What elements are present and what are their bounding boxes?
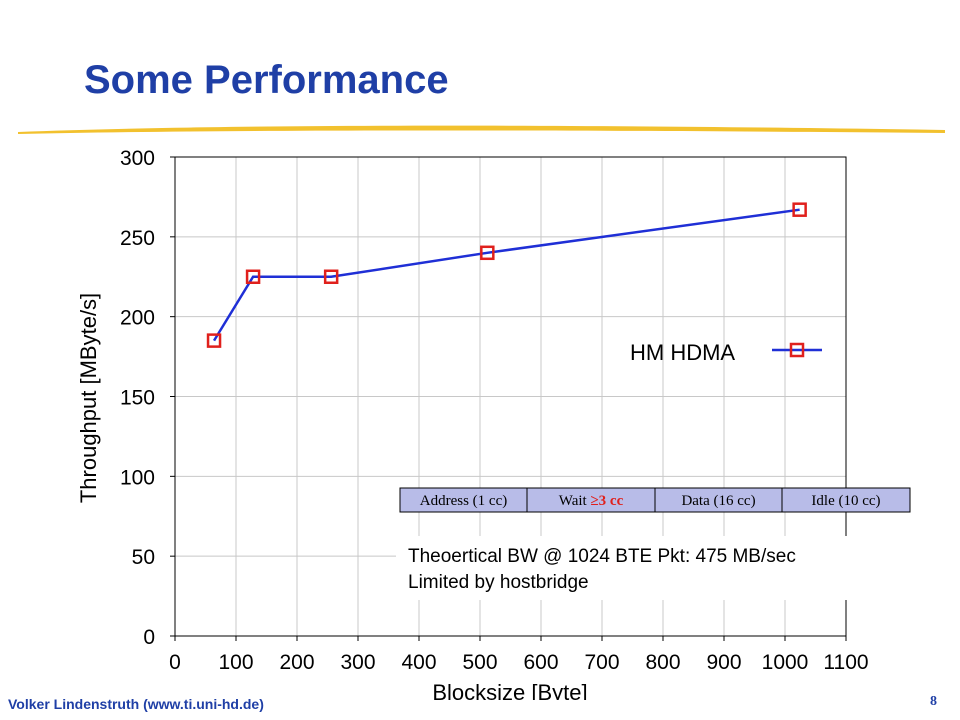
footer-author: Volker Lindenstruth (www.ti.uni-hd.de) [8,696,264,712]
annotation-box: Theoertical BW @ 1024 BTE Pkt: 475 MB/se… [396,536,856,600]
legend-label: HM HDMA [630,340,735,365]
series-line [212,208,800,342]
y-tick-label: 250 [120,227,155,250]
timing-segment-label: Idle (10 cc) [811,493,880,509]
y-tick-label: 150 [120,387,155,410]
y-tick-label: 300 [120,147,155,170]
x-tick-label: 600 [523,651,558,674]
data-point-marker [792,202,807,217]
plot-area-frame [174,156,847,637]
y-tick-label: 0 [143,626,155,649]
throughput-chart: 0 100 200 300 400 500 600 700 800 900 1000 1100 0 50 1… [76,147,911,700]
x-tick-label: 0 [169,651,181,674]
timing-segment [526,487,656,513]
timing-segment [781,487,911,513]
y-tick-label: 50 [132,546,155,569]
timing-segment [654,487,783,513]
slide-title: Some Performance [84,58,449,102]
data-point-marker [206,333,222,348]
x-axis-label: Blocksize [Byte] [432,680,587,700]
x-tick-label: 1000 [762,651,809,674]
x-tick-label: 800 [645,651,680,674]
x-tick-label: 700 [584,651,619,674]
chart-series [206,202,807,348]
data-point-marker [323,269,339,284]
timing-segment-label: Address (1 cc) [420,493,507,509]
legend-marker-swatch [789,342,805,358]
x-tick-label: 300 [340,651,375,674]
title-underline-rule [18,125,945,134]
timing-segment-label: Wait ≥3 cc [559,493,624,509]
chart-axes [170,156,847,641]
x-tick-label: 900 [706,651,741,674]
x-tick-label: 400 [401,651,436,674]
page-number: 8 [930,694,937,709]
data-point-marker [480,245,495,261]
x-tick-label: 100 [218,651,253,674]
bus-timing-diagram: Address (1 cc) Wait ≥3 cc Data (16 cc) Idle… [399,487,911,513]
chart-legend: HM HDMA [630,340,822,365]
timing-segment-label: Data (16 cc) [681,493,755,509]
x-tick-label: 500 [462,651,497,674]
annotation-line-1: Theoertical BW @ 1024 BTE Pkt: 475 MB/se… [408,546,796,567]
chart-tick-labels: 0 100 200 300 400 500 600 700 800 900 1000 1100 0 50 1… [120,147,869,674]
data-point-marker [245,269,261,284]
annotation-line-2: Limited by hostbridge [408,572,589,593]
y-tick-label: 100 [120,466,155,489]
x-tick-label: 200 [279,651,314,674]
y-tick-label: 200 [120,307,155,330]
timing-segment [399,487,528,513]
x-tick-label: 1100 [823,651,868,674]
y-axis-label: Throughput [MByte/s] [76,293,101,503]
